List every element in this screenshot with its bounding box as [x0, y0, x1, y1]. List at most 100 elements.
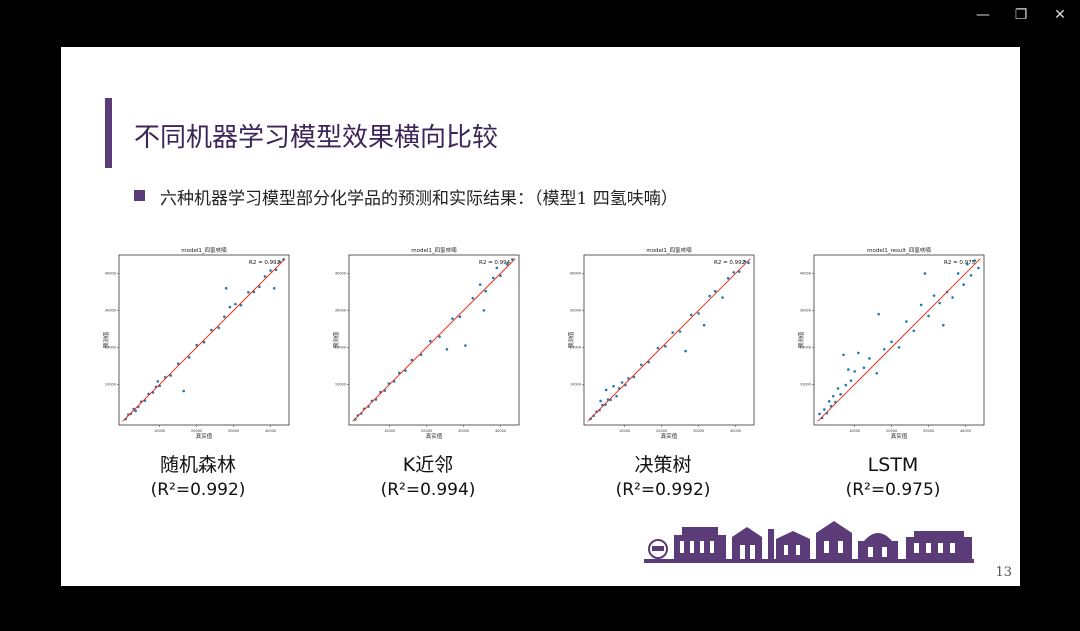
maximize-button[interactable]: ❐ — [1014, 7, 1028, 23]
scatter-point — [269, 269, 272, 272]
page-number: 13 — [995, 565, 1012, 580]
chart-title: model1_四氢呋喃 — [181, 246, 227, 254]
scatter-point — [505, 262, 509, 266]
scatter-point — [827, 400, 831, 403]
scatter-point — [839, 393, 842, 396]
scatter-point — [223, 315, 226, 319]
scatter-point — [224, 286, 228, 290]
y-tick-label: 10000 — [105, 383, 116, 387]
campus-skyline-logo — [644, 521, 974, 563]
scatter-point — [258, 285, 261, 289]
scatter-point — [627, 377, 630, 380]
scatter-point — [182, 389, 185, 393]
x-tick-label: 20000 — [191, 429, 202, 433]
scatter-point — [942, 323, 945, 327]
scatter-point — [187, 356, 191, 359]
scatter-point — [445, 347, 449, 351]
close-button[interactable]: ✕ — [1054, 7, 1066, 23]
chart-title: model1_result_四氢呋喃 — [867, 246, 931, 254]
scatter-point — [897, 346, 901, 349]
x-tick-label: 40000 — [495, 429, 506, 433]
x-tick-label: 20000 — [656, 429, 667, 433]
scatter-point — [410, 358, 414, 362]
scatter-point — [678, 330, 682, 333]
scatter-point — [844, 383, 848, 387]
y-axis-label: 预测值 — [568, 331, 575, 348]
scatter-point — [702, 323, 706, 327]
r2-annotation: R2 = 0.992 — [714, 260, 745, 266]
scatter-point — [234, 302, 237, 306]
y-tick-label: 20000 — [570, 346, 581, 350]
x-axis-label: 真实值 — [661, 432, 678, 439]
minimize-button[interactable]: — — [976, 7, 990, 23]
y-axis-label: 预测值 — [798, 331, 805, 348]
scatter-point — [966, 262, 969, 266]
y-tick-label: 30000 — [105, 309, 116, 313]
scatter-point — [438, 335, 441, 338]
caption-model-name: 决策树 — [634, 454, 692, 476]
y-tick-label: 20000 — [335, 346, 346, 350]
scatter-point — [849, 379, 853, 382]
r2-annotation: R2 = 0.975 — [944, 260, 976, 266]
scatter-point — [195, 343, 198, 347]
scatter-point — [620, 381, 624, 384]
y-tick-label: 30000 — [800, 309, 811, 313]
x-axis-label: 真实值 — [196, 432, 213, 439]
scatter-point — [671, 331, 674, 334]
scatter-point — [882, 347, 886, 351]
caption-lstm: LSTM (R²=0.975) — [798, 452, 988, 502]
chart-random-forest: model1_四氢呋喃 10000 20000 30000 40000 10000 2000… — [103, 243, 293, 439]
scatter-point — [202, 340, 206, 344]
y-tick-label: 40000 — [335, 272, 346, 276]
caption-knn: K近邻 (R²=0.994) — [333, 452, 523, 502]
y-tick-label: 10000 — [335, 383, 346, 387]
x-tick-label: 40000 — [730, 429, 741, 433]
r2-annotation: R2 = 0.992 — [249, 260, 280, 266]
scatter-point — [977, 266, 980, 270]
scatter-point — [842, 353, 845, 357]
x-tick-label: 30000 — [923, 429, 934, 433]
x-tick-label: 10000 — [384, 429, 395, 433]
scatter-point — [853, 370, 856, 373]
scatter-point — [831, 394, 835, 398]
caption-r2: (R²=0.992) — [615, 480, 711, 500]
scatter-point — [484, 289, 488, 293]
x-tick-label: 40000 — [960, 429, 971, 433]
scatter-point — [451, 317, 454, 320]
scatter-plot: model1_result_四氢呋喃 10000 20000 30000 40000 10… — [798, 246, 985, 439]
scatter-point — [938, 301, 941, 305]
fit-line — [122, 258, 286, 422]
scatter-point — [458, 315, 462, 319]
scatter-point — [604, 388, 608, 392]
scatter-point — [973, 259, 977, 262]
y-tick-label: 20000 — [105, 346, 116, 350]
r2-annotation: R2 = 0.994 — [479, 260, 511, 266]
scatter-point — [210, 328, 213, 332]
y-tick-label: 30000 — [570, 309, 581, 313]
scatter-point — [615, 394, 618, 398]
scatter-point — [656, 346, 660, 350]
scatter-point — [919, 303, 923, 307]
chart-knn: model1_四氢呋喃 10000 20000 30000 40000 10000 2000… — [333, 243, 523, 439]
scatter-point — [823, 408, 826, 411]
x-tick-label: 10000 — [154, 429, 165, 433]
y-tick-label: 40000 — [800, 272, 811, 276]
scatter-point — [169, 374, 173, 377]
caption-model-name: 随机森林 — [159, 454, 236, 476]
fit-line — [587, 258, 751, 422]
y-axis-label: 预测值 — [333, 331, 340, 348]
scatter-point — [499, 274, 502, 277]
scatter-point — [713, 289, 717, 293]
scatter-point — [176, 362, 180, 365]
scatter-point — [684, 349, 687, 353]
scatter-point — [875, 371, 879, 375]
chart-title: model1_四氢呋喃 — [646, 246, 692, 254]
fit-line — [817, 258, 981, 422]
scatter-point — [511, 258, 514, 261]
scatter-point — [247, 291, 250, 294]
chart-title: model1_四氢呋喃 — [411, 246, 457, 254]
scatter-point — [464, 344, 467, 347]
scatter-point — [836, 387, 840, 390]
scatter-point — [927, 314, 930, 318]
scatter-point — [962, 283, 965, 286]
